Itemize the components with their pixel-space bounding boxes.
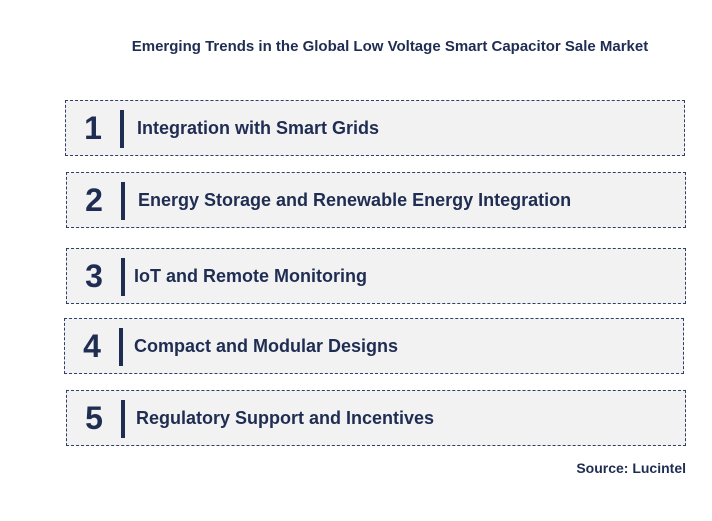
trend-label: Integration with Smart Grids	[137, 117, 380, 138]
trend-divider	[119, 328, 123, 366]
trend-divider	[121, 400, 125, 438]
trend-divider	[120, 110, 124, 148]
trend-row-5: 5 Regulatory Support and Incentives	[66, 390, 686, 446]
trend-divider	[121, 258, 125, 296]
trend-row-3: 3 IoT and Remote Monitoring	[66, 248, 686, 304]
trend-number: 2	[85, 181, 103, 218]
trend-number: 5	[85, 399, 103, 436]
trend-number: 1	[84, 109, 102, 146]
trend-label: Energy Storage and Renewable Energy Inte…	[138, 189, 572, 210]
trend-row-2: 2 Energy Storage and Renewable Energy In…	[66, 172, 686, 228]
diagram-title: Emerging Trends in the Global Low Voltag…	[131, 38, 649, 55]
source-note: Source: Lucintel	[576, 460, 686, 476]
trend-number: 3	[85, 257, 103, 294]
trend-label: Compact and Modular Designs	[134, 335, 399, 356]
trend-label: Regulatory Support and Incentives	[136, 407, 435, 428]
trend-row-1: 1 Integration with Smart Grids	[65, 100, 685, 156]
trend-row-4: 4 Compact and Modular Designs	[64, 318, 684, 374]
trend-divider	[121, 182, 125, 220]
trend-label: IoT and Remote Monitoring	[134, 265, 367, 286]
trend-number: 4	[83, 327, 101, 364]
